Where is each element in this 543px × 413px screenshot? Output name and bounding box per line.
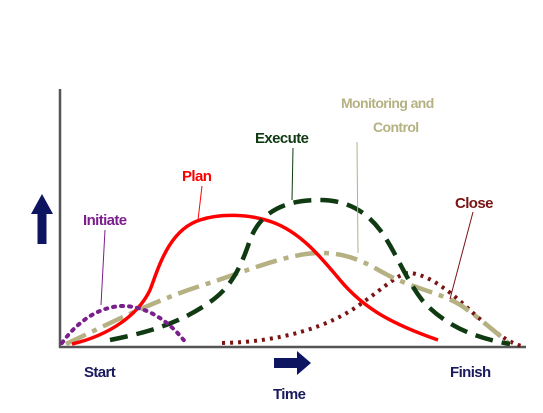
time-label: Time xyxy=(273,386,306,403)
finish-label: Finish xyxy=(450,364,491,381)
initiate-curve xyxy=(60,303,188,345)
execute-leader xyxy=(291,147,294,201)
initiate-label: Initiate xyxy=(83,212,127,229)
initiate-leader xyxy=(100,229,106,306)
close-leader xyxy=(449,211,474,300)
monitoring-leader xyxy=(356,141,359,254)
right-arrow-icon xyxy=(274,351,311,375)
start-label: Start xyxy=(84,364,116,381)
execute-curve xyxy=(109,197,511,347)
monitoring-label-line1: Monitoring and xyxy=(341,95,434,111)
close-label: Close xyxy=(455,195,493,212)
monitoring-label-line2: Control xyxy=(373,119,419,135)
up-arrow-icon xyxy=(31,194,53,244)
plan-label: Plan xyxy=(182,168,212,185)
plan-leader xyxy=(197,185,203,221)
execute-label: Execute xyxy=(255,130,309,147)
monitoring-curve xyxy=(65,250,514,348)
plan-curve xyxy=(71,213,439,346)
